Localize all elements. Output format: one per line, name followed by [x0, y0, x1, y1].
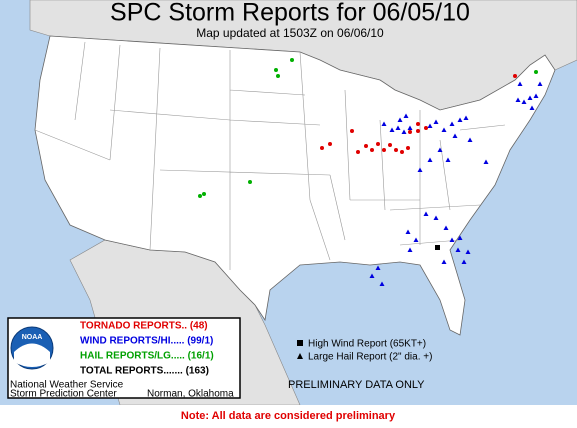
wind-report: [527, 95, 533, 100]
center-location: Norman, Oklahoma: [147, 389, 234, 400]
report-markers: [198, 58, 543, 286]
tornado-report: [416, 122, 420, 126]
hail-report: [290, 58, 294, 62]
footer-bar: [0, 405, 577, 428]
tornado-report: [350, 129, 354, 133]
total-count: TOTAL REPORTS....... (163): [80, 366, 209, 377]
high-wind-symbol: [297, 340, 303, 346]
wind-report: [413, 237, 419, 242]
tornado-report: [320, 146, 324, 150]
center-name: Storm Prediction Center: [10, 389, 117, 400]
tornado-report: [424, 126, 428, 130]
wind-report: [457, 235, 463, 240]
wind-report: [445, 157, 451, 162]
united-states: [34, 35, 556, 336]
hail-report: [274, 68, 278, 72]
wind-report: [449, 121, 455, 126]
map-title: SPC Storm Reports for 06/05/10: [110, 0, 470, 27]
noaa-logo-text: NOAA: [22, 334, 43, 341]
hail-report: [276, 74, 280, 78]
wind-report: [407, 125, 413, 130]
wind-report: [381, 121, 387, 126]
wind-report: [417, 167, 423, 172]
hail-report: [534, 70, 538, 74]
state-lines: [34, 41, 506, 270]
tornado-report: [400, 150, 404, 154]
tornado-report: [364, 144, 368, 148]
wind-report: [461, 259, 467, 264]
wind-report: [517, 81, 523, 86]
large-hail-key: Large Hail Report (2" dia. +): [308, 352, 432, 363]
wind-report: [405, 229, 411, 234]
tornado-report: [416, 129, 420, 133]
tornado-report: [328, 142, 332, 146]
wind-report: [515, 97, 521, 102]
wind-report: [449, 237, 455, 242]
wind-report: [463, 115, 469, 120]
wind-report: [433, 215, 439, 220]
high-wind-key: High Wind Report (65KT+): [308, 339, 426, 350]
preliminary-status: PRELIMINARY DATA ONLY: [288, 379, 425, 391]
wind-report: [467, 137, 473, 142]
map-subtitle: Map updated at 1503Z on 06/06/10: [196, 26, 384, 40]
wind-report: [437, 147, 443, 152]
tornado-report: [376, 142, 380, 146]
large-hail-symbol: [297, 353, 303, 359]
wind-report: [533, 93, 539, 98]
hail-report: [202, 192, 206, 196]
wind-report: [427, 157, 433, 162]
tornado-report: [394, 148, 398, 152]
tornado-report: [513, 74, 517, 78]
wind-report: [407, 247, 413, 252]
wind-report: [423, 211, 429, 216]
wind-report: [443, 225, 449, 230]
wind-report: [375, 265, 381, 270]
wind-report: [521, 99, 527, 104]
wind-report: [483, 159, 489, 164]
hail-report: [198, 194, 202, 198]
footer-note: Note: All data are considered preliminar…: [181, 410, 396, 422]
high-wind-report: [435, 245, 440, 250]
wind-report: [441, 259, 447, 264]
tornado-report: [370, 148, 374, 152]
tornado-report: [408, 130, 412, 134]
wind-report: [427, 123, 433, 128]
tornado-report: [388, 143, 392, 147]
agency-name: National Weather Service: [10, 380, 124, 391]
wind-report: [433, 119, 439, 124]
wind-count: WIND REPORTS/HI..... (99/1): [80, 336, 213, 347]
wind-report: [537, 81, 543, 86]
tornado-report: [356, 150, 360, 154]
tornado-report: [406, 146, 410, 150]
wind-report: [369, 273, 375, 278]
wind-report: [455, 247, 461, 252]
wind-report: [397, 117, 403, 122]
wind-report: [465, 249, 471, 254]
wind-report: [379, 281, 385, 286]
wind-report: [529, 105, 535, 110]
wind-report: [403, 113, 409, 118]
noaa-logo-bird: [14, 343, 50, 367]
wind-report: [452, 133, 458, 138]
wind-report: [441, 127, 447, 132]
tornado-count: TORNADO REPORTS.. (48): [80, 321, 208, 332]
wind-report: [395, 125, 401, 130]
wind-report: [457, 117, 463, 122]
hail-report: [248, 180, 252, 184]
hail-count: HAIL REPORTS/LG..... (16/1): [80, 351, 214, 362]
wind-report: [401, 129, 407, 134]
wind-report: [389, 127, 395, 132]
tornado-report: [382, 148, 386, 152]
